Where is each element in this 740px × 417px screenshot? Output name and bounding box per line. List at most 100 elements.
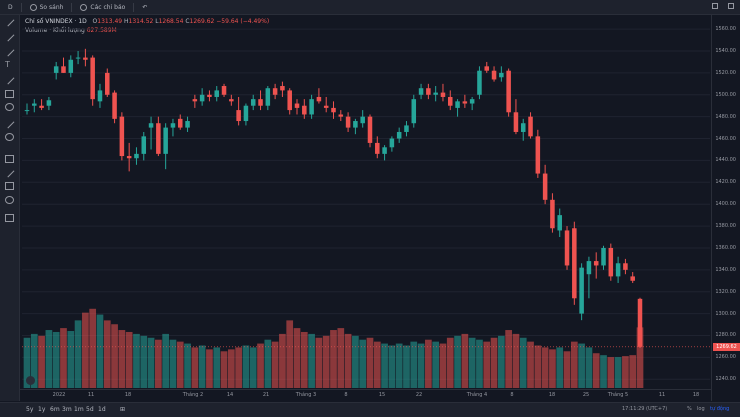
- volume-bar: [103, 320, 111, 388]
- price-tick: 1460.00: [715, 135, 736, 142]
- period-button-1m[interactable]: 1m: [74, 406, 84, 413]
- symbol-title[interactable]: Chỉ số VNINDEX · 1D: [25, 18, 87, 25]
- price-tick: 1240.00: [715, 376, 736, 383]
- close-value: 1269.62: [189, 18, 215, 25]
- price-tick: 1260.00: [715, 354, 736, 361]
- time-tick: 11: [658, 392, 666, 398]
- volume-bar: [155, 339, 162, 388]
- volume-bar: [410, 341, 418, 388]
- volume-bar: [271, 341, 279, 388]
- volume-bar: [300, 331, 308, 388]
- candle-body: [593, 261, 599, 266]
- period-button-6m[interactable]: 6m: [50, 406, 60, 413]
- compare-button[interactable]: So sánh: [29, 3, 63, 11]
- candle-body: [243, 105, 249, 122]
- candle-body: [499, 72, 504, 78]
- candle-body: [163, 127, 168, 154]
- screenshot-icon[interactable]: [728, 3, 734, 9]
- volume-bar: [89, 308, 97, 388]
- period-button-3m[interactable]: 3m: [62, 406, 72, 413]
- price-chart[interactable]: [0, 0, 712, 389]
- candle-body: [447, 96, 453, 106]
- volume-label[interactable]: Volume · Khối lượng: [25, 27, 85, 34]
- volume-bar: [497, 335, 505, 388]
- volume-bar: [30, 333, 38, 388]
- candle-body: [506, 70, 511, 113]
- lock-icon[interactable]: [5, 182, 14, 190]
- trash-icon[interactable]: [5, 214, 14, 222]
- period-button-1d[interactable]: 1d: [98, 406, 106, 413]
- time-tick: Tháng 3: [295, 392, 317, 398]
- candle-body: [484, 66, 490, 71]
- volume-bar: [366, 337, 374, 388]
- eye-icon[interactable]: [5, 196, 14, 204]
- volume-bar: [184, 343, 191, 388]
- legend-volume-row: Volume · Khối lượng 627.589M: [25, 26, 269, 35]
- candle-body: [185, 121, 190, 128]
- clock-time[interactable]: 17:11:29 (UTC+7): [622, 406, 668, 412]
- candle-body: [513, 112, 519, 132]
- percent-toggle[interactable]: %: [687, 406, 692, 412]
- candle-body: [236, 110, 241, 122]
- symbol-search-button[interactable]: D: [8, 4, 13, 11]
- volume-bar: [308, 333, 315, 388]
- volume-bar: [556, 347, 564, 388]
- volume-bar: [315, 337, 323, 388]
- candle-body: [323, 105, 329, 108]
- undo-button[interactable]: ↶: [142, 4, 147, 11]
- volume-bar: [395, 343, 403, 388]
- time-tick: Tháng 2: [182, 392, 204, 398]
- zoom-icon[interactable]: [5, 133, 14, 141]
- high-value: 1314.52: [128, 18, 154, 25]
- price-tick: 1320.00: [715, 288, 736, 295]
- candle-body: [411, 99, 417, 124]
- volume-bar: [578, 343, 585, 388]
- text-tool-icon[interactable]: T: [5, 60, 10, 69]
- forecast-icon[interactable]: [5, 90, 14, 98]
- volume-bar: [373, 341, 381, 388]
- date-range-icon[interactable]: ⊞: [120, 406, 126, 413]
- candle-body: [148, 123, 154, 128]
- candle-body: [192, 99, 198, 102]
- period-button-5d[interactable]: 5d: [86, 406, 94, 413]
- volume-bar: [74, 320, 82, 388]
- volume-bar: [38, 335, 45, 388]
- candle-body: [630, 276, 635, 281]
- candle-body: [396, 131, 402, 139]
- volume-bar: [227, 349, 235, 388]
- candle-body: [141, 136, 147, 154]
- time-axis[interactable]: 2022 11 18 Tháng 2 14 21 Tháng 3 8 15 22 Tháng 4 8 1…: [20, 389, 712, 402]
- candle-body: [520, 123, 526, 132]
- symbol-search-label: D: [8, 3, 13, 11]
- log-toggle[interactable]: log: [697, 406, 705, 412]
- candle-body: [214, 90, 220, 97]
- fullscreen-icon[interactable]: [712, 3, 718, 9]
- period-button-1y[interactable]: 1y: [38, 406, 46, 413]
- volume-bar: [337, 328, 345, 388]
- volume-bar: [592, 353, 600, 388]
- candle-body: [90, 57, 95, 100]
- time-tick: 21: [262, 392, 270, 398]
- indicators-button[interactable]: Các chỉ báo: [80, 3, 125, 11]
- emoji-icon[interactable]: [5, 103, 14, 111]
- volume-bar: [242, 345, 250, 388]
- candle-body: [199, 94, 205, 102]
- magnet-icon[interactable]: [5, 155, 14, 163]
- candle-body: [258, 99, 263, 106]
- toolbar-divider: [133, 2, 135, 12]
- price-axis[interactable]: 1560.00 1540.00 1520.00 1500.00 1480.00 1460.…: [711, 15, 740, 401]
- auto-toggle[interactable]: tự động: [710, 406, 730, 412]
- volume-bar: [534, 345, 542, 388]
- period-button-5y[interactable]: 5y: [26, 406, 34, 413]
- time-tick: 18: [124, 392, 132, 398]
- volume-value: 627.589M: [86, 27, 117, 34]
- candle-body: [345, 116, 351, 128]
- tradingview-logo-icon[interactable]: [26, 376, 35, 385]
- candle-body: [615, 263, 621, 277]
- volume-bar: [147, 337, 155, 388]
- volume-bar: [439, 343, 447, 388]
- volume-bar: [468, 337, 476, 388]
- volume-bar: [206, 349, 213, 388]
- close-label: C: [185, 18, 190, 25]
- candle-body: [83, 57, 88, 60]
